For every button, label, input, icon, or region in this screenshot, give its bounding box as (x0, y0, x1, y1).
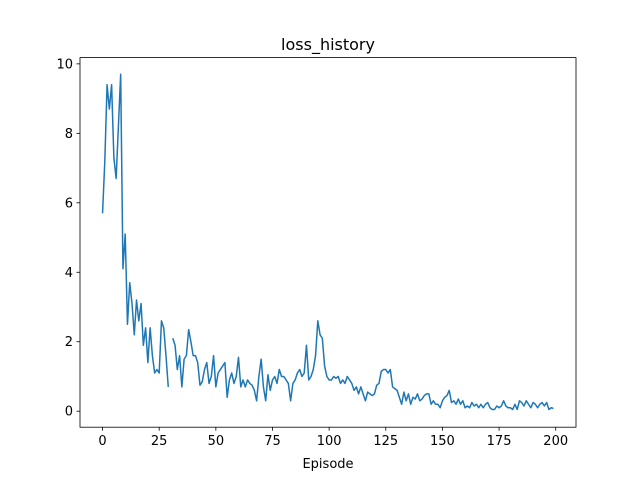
x-tick-label: 100 (317, 434, 342, 449)
y-tick-label: 8 (65, 127, 73, 142)
chart-title: loss_history (281, 35, 375, 55)
y-tick-label: 6 (65, 196, 73, 211)
x-tick-label: 25 (151, 434, 168, 449)
data-line (101, 73, 554, 411)
x-tick-label: 175 (487, 434, 512, 449)
x-tick-label: 150 (430, 434, 455, 449)
y-tick-label: 10 (56, 57, 73, 72)
x-tick-label: 75 (264, 434, 281, 449)
x-tick-label: 200 (543, 434, 568, 449)
y-tick-label: 4 (65, 266, 73, 281)
axes-frame (79, 57, 577, 428)
y-tick-label: 0 (65, 405, 73, 420)
x-tick-label: 125 (373, 434, 398, 449)
y-tick-label: 2 (65, 335, 73, 350)
x-tick-label: 50 (208, 434, 225, 449)
x-axis-label: Episode (302, 457, 353, 472)
x-tick-label: 0 (98, 434, 106, 449)
